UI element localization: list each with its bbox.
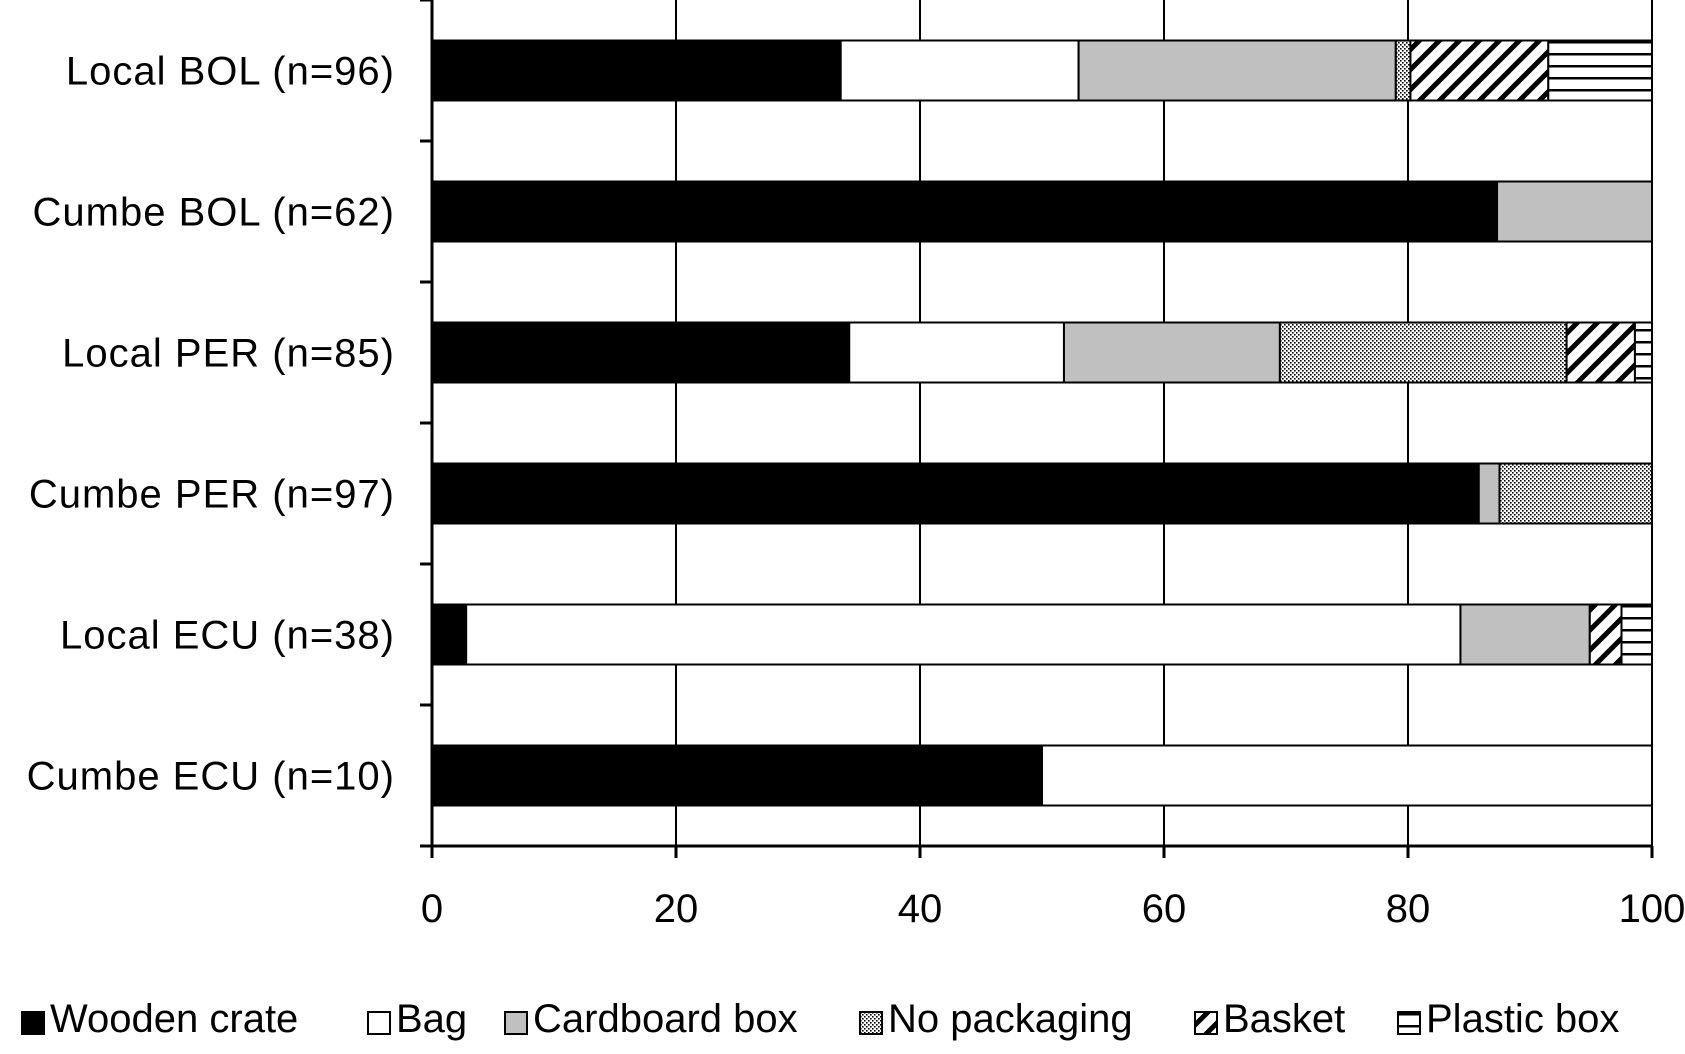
legend-swatch-cardboard-box <box>504 1011 528 1035</box>
bar-cardboard-box-local-ecu-n-38 <box>1459 603 1591 666</box>
bar-no-packaging-local-per-n-85 <box>1278 321 1568 384</box>
legend-label-wooden-crate: Wooden crate <box>50 997 298 1041</box>
legend-swatch-bag <box>367 1011 391 1035</box>
bar-plastic-box-local-ecu-n-38 <box>1620 603 1653 666</box>
x-tick-label-40: 40 <box>898 887 943 931</box>
category-label-cumbe-bol-n-62: Cumbe BOL (n=62) <box>33 191 395 235</box>
category-label-local-per-n-85: Local PER (n=85) <box>62 332 395 376</box>
x-tick-label-0: 0 <box>421 887 443 931</box>
bar-basket-local-per-n-85 <box>1565 321 1636 384</box>
category-label-cumbe-ecu-n-10: Cumbe ECU (n=10) <box>27 755 395 799</box>
category-label-local-bol-n-96: Local BOL (n=96) <box>66 50 395 94</box>
bar-bag-local-per-n-85 <box>848 321 1065 384</box>
legend: Wooden crate Bag Cardboard box No packaging… <box>21 997 1619 1041</box>
bars <box>431 39 1654 807</box>
category-label-local-ecu-n-38: Local ECU (n=38) <box>60 614 395 658</box>
category-label-cumbe-per-n-97: Cumbe PER (n=97) <box>29 473 395 517</box>
x-tick-label-100: 100 <box>1619 887 1685 931</box>
bar-wooden-crate-local-ecu-n-38 <box>431 603 468 666</box>
legend-swatch-basket <box>1194 1011 1218 1035</box>
bar-bag-local-ecu-n-38 <box>465 603 1462 666</box>
category-labels: Local BOL (n=96) Cumbe BOL (n=62) Local PE… <box>27 50 395 799</box>
axes <box>420 0 1654 858</box>
legend-swatch-wooden-crate <box>21 1011 45 1035</box>
legend-label-plastic-box: Plastic box <box>1426 997 1619 1041</box>
bar-no-packaging-cumbe-per-n-97 <box>1498 462 1653 525</box>
legend-label-basket: Basket <box>1223 997 1345 1041</box>
bar-bag-cumbe-ecu-n-10 <box>1041 744 1653 807</box>
bar-wooden-crate-cumbe-bol-n-62 <box>431 180 1499 243</box>
bar-cardboard-box-local-per-n-85 <box>1062 321 1281 384</box>
x-tick-label-20: 20 <box>654 887 699 931</box>
x-tick-label-60: 60 <box>1142 887 1187 931</box>
bar-cardboard-box-cumbe-bol-n-62 <box>1496 180 1654 243</box>
bar-wooden-crate-local-bol-n-96 <box>431 39 842 102</box>
legend-label-no-packaging: No packaging <box>888 997 1133 1041</box>
bar-wooden-crate-cumbe-per-n-97 <box>431 462 1480 525</box>
legend-swatch-plastic-box <box>1397 1011 1421 1035</box>
x-tick-labels: 0 20 40 60 80 100 <box>421 887 1685 931</box>
bar-wooden-crate-cumbe-ecu-n-10 <box>431 744 1043 807</box>
bar-bag-local-bol-n-96 <box>839 39 1080 102</box>
legend-label-cardboard-box: Cardboard box <box>533 997 798 1041</box>
bar-no-packaging-local-bol-n-96 <box>1394 39 1412 102</box>
bar-basket-local-ecu-n-38 <box>1588 603 1623 666</box>
x-tick-label-80: 80 <box>1386 887 1431 931</box>
legend-label-bag: Bag <box>396 997 467 1041</box>
legend-swatch-no-packaging <box>859 1011 883 1035</box>
bar-wooden-crate-local-per-n-85 <box>431 321 851 384</box>
bar-plastic-box-local-per-n-85 <box>1633 321 1654 384</box>
bar-cardboard-box-cumbe-per-n-97 <box>1477 462 1501 525</box>
bar-plastic-box-local-bol-n-96 <box>1547 39 1654 102</box>
grid-lines <box>431 0 1653 846</box>
bar-basket-local-bol-n-96 <box>1409 39 1550 102</box>
bar-cardboard-box-local-bol-n-96 <box>1077 39 1397 102</box>
